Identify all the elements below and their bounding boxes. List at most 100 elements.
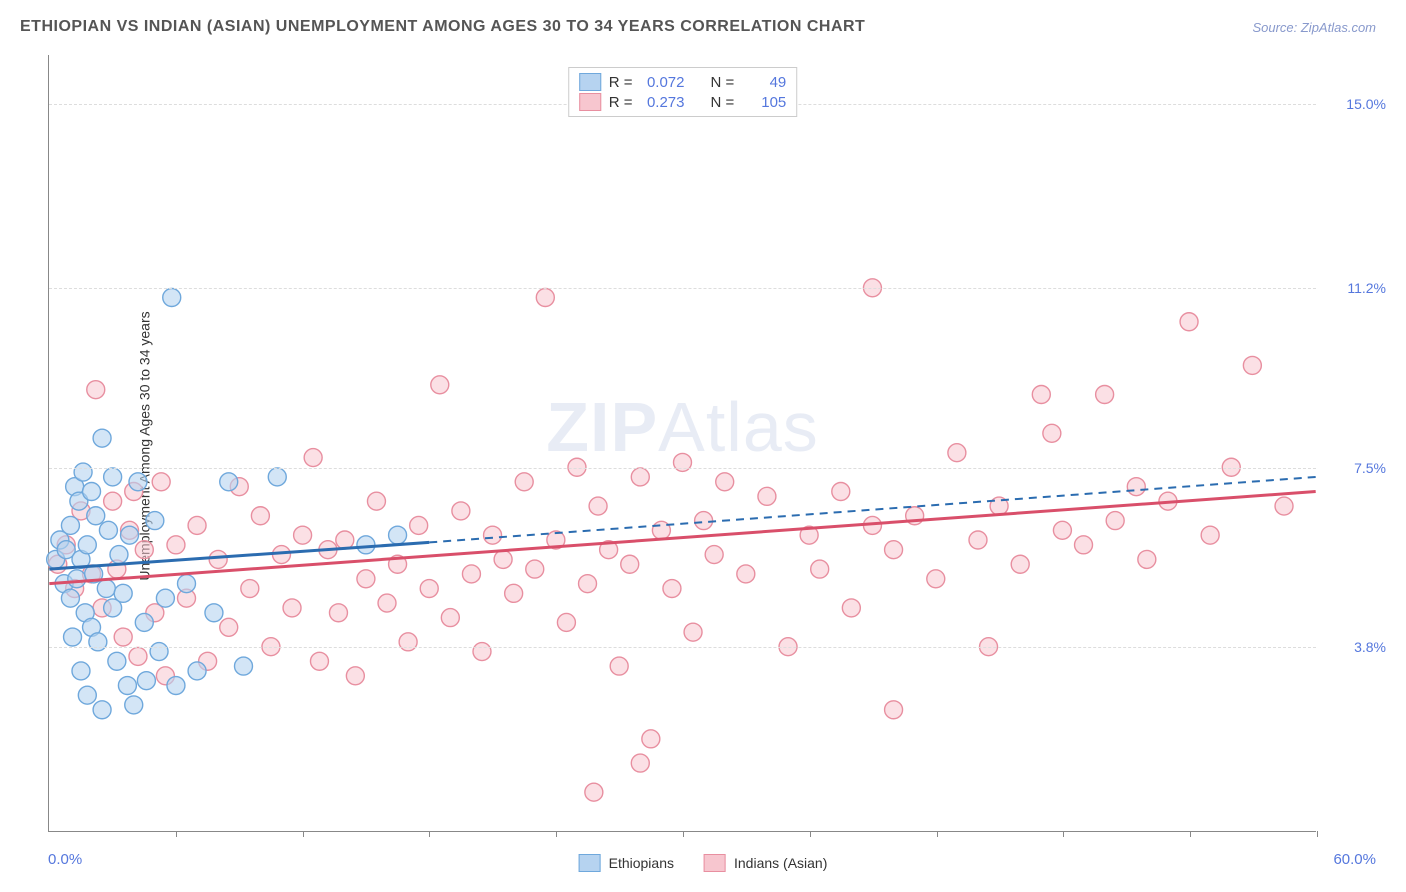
data-point-ethiopians (156, 589, 174, 607)
correlation-legend-row-2: R = 0.273 N = 105 (579, 92, 787, 112)
data-point-ethiopians (114, 584, 132, 602)
data-point-ethiopians (357, 536, 375, 554)
data-point-indians (663, 580, 681, 598)
legend-item-ethiopians: Ethiopians (579, 854, 674, 872)
data-point-indians (1053, 521, 1071, 539)
data-point-ethiopians (108, 652, 126, 670)
r-label: R = (609, 74, 633, 91)
data-point-indians (1275, 497, 1293, 515)
x-tick (429, 831, 430, 837)
x-tick (810, 831, 811, 837)
data-point-ethiopians (235, 657, 253, 675)
data-point-ethiopians (61, 589, 79, 607)
data-point-indians (716, 473, 734, 491)
data-point-indians (589, 497, 607, 515)
data-point-indians (684, 623, 702, 641)
data-point-indians (329, 604, 347, 622)
data-point-indians (336, 531, 354, 549)
gridline-horizontal (49, 647, 1316, 648)
x-tick (1190, 831, 1191, 837)
data-point-indians (885, 701, 903, 719)
r-label: R = (609, 94, 633, 111)
swatch-ethiopians-icon (579, 854, 601, 872)
swatch-indians-icon (704, 854, 726, 872)
data-point-indians (585, 783, 603, 801)
data-point-indians (695, 512, 713, 530)
data-point-indians (1127, 478, 1145, 496)
y-tick-label: 7.5% (1354, 460, 1386, 476)
gridline-horizontal (49, 468, 1316, 469)
data-point-ethiopians (87, 507, 105, 525)
data-point-indians (167, 536, 185, 554)
data-point-ethiopians (135, 613, 153, 631)
data-point-indians (557, 613, 575, 631)
correlation-legend: R = 0.072 N = 49 R = 0.273 N = 105 (568, 67, 798, 117)
plot-area: R = 0.072 N = 49 R = 0.273 N = 105 ZIPAt… (48, 55, 1316, 832)
trendline-indians (49, 492, 1315, 584)
data-point-indians (758, 487, 776, 505)
data-point-indians (431, 376, 449, 394)
series-legend: Ethiopians Indians (Asian) (579, 854, 828, 872)
n-label: N = (711, 94, 735, 111)
data-point-ethiopians (72, 662, 90, 680)
data-point-indians (948, 444, 966, 462)
data-point-ethiopians (389, 526, 407, 544)
data-point-indians (378, 594, 396, 612)
data-point-indians (536, 289, 554, 307)
data-point-indians (188, 516, 206, 534)
y-tick-label: 3.8% (1354, 639, 1386, 655)
data-point-indians (515, 473, 533, 491)
data-point-ethiopians (104, 468, 122, 486)
data-point-indians (842, 599, 860, 617)
chart-container: ETHIOPIAN VS INDIAN (ASIAN) UNEMPLOYMENT… (0, 0, 1406, 892)
data-point-ethiopians (125, 696, 143, 714)
data-point-indians (420, 580, 438, 598)
data-point-indians (832, 483, 850, 501)
data-point-indians (484, 526, 502, 544)
data-point-ethiopians (61, 516, 79, 534)
gridline-horizontal (49, 288, 1316, 289)
x-tick (937, 831, 938, 837)
data-point-indians (610, 657, 628, 675)
data-point-ethiopians (64, 628, 82, 646)
legend-label-ethiopians: Ethiopians (609, 855, 674, 871)
data-point-indians (410, 516, 428, 534)
data-point-indians (441, 609, 459, 627)
n-label: N = (711, 74, 735, 91)
data-point-indians (241, 580, 259, 598)
data-point-indians (452, 502, 470, 520)
legend-item-indians: Indians (Asian) (704, 854, 827, 872)
data-point-ethiopians (118, 677, 136, 695)
data-point-indians (1201, 526, 1219, 544)
data-point-indians (885, 541, 903, 559)
data-point-indians (621, 555, 639, 573)
data-point-indians (346, 667, 364, 685)
data-point-indians (1138, 550, 1156, 568)
data-point-ethiopians (146, 512, 164, 530)
data-point-ethiopians (93, 429, 111, 447)
data-point-ethiopians (68, 570, 86, 588)
x-tick (176, 831, 177, 837)
data-point-ethiopians (163, 289, 181, 307)
data-point-ethiopians (129, 473, 147, 491)
data-point-ethiopians (167, 677, 185, 695)
correlation-legend-row-1: R = 0.072 N = 49 (579, 72, 787, 92)
data-point-indians (152, 473, 170, 491)
data-point-indians (505, 584, 523, 602)
data-point-indians (1106, 512, 1124, 530)
data-point-indians (114, 628, 132, 646)
r-value-indians: 0.273 (641, 94, 685, 111)
data-point-ethiopians (188, 662, 206, 680)
x-axis-min-label: 0.0% (48, 851, 82, 868)
data-point-indians (969, 531, 987, 549)
data-point-indians (705, 546, 723, 564)
data-point-indians (462, 565, 480, 583)
data-point-indians (631, 754, 649, 772)
y-tick-label: 15.0% (1346, 96, 1386, 112)
data-point-indians (927, 570, 945, 588)
data-point-ethiopians (121, 526, 139, 544)
x-tick (1317, 831, 1318, 837)
data-point-indians (135, 541, 153, 559)
data-point-ethiopians (97, 580, 115, 598)
data-point-indians (473, 643, 491, 661)
